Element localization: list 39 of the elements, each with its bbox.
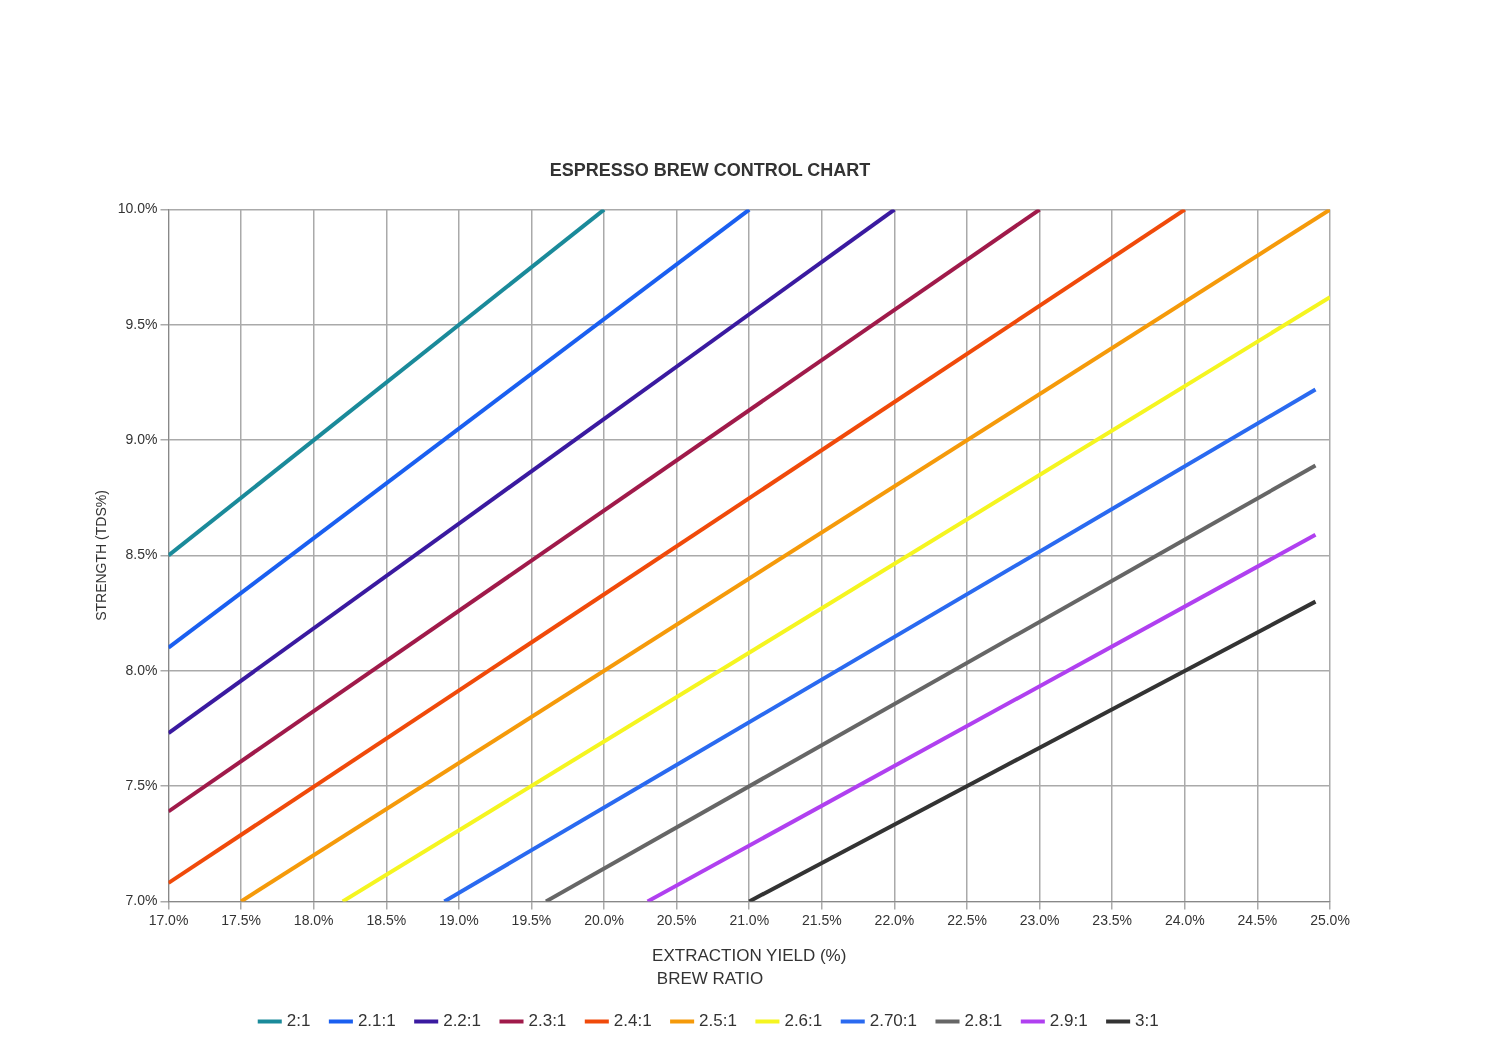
legend-label: 2.9:1 bbox=[1049, 1011, 1088, 1031]
x-tick-label: 17.5% bbox=[221, 911, 261, 928]
x-tick-label: 22.0% bbox=[874, 911, 915, 928]
x-tick-label: 24.0% bbox=[1164, 911, 1205, 928]
x-tick-label: 21.5% bbox=[801, 911, 842, 928]
y-tick-label: 8.0% bbox=[125, 661, 158, 678]
y-tick-label: 10.0% bbox=[117, 200, 158, 217]
legend-label: 2.8:1 bbox=[964, 1011, 1003, 1031]
legend-label: 2.6:1 bbox=[784, 1011, 823, 1031]
legend-label: 2.70:1 bbox=[869, 1011, 917, 1031]
legend-label: 3:1 bbox=[1135, 1011, 1159, 1031]
y-tick-label: 7.5% bbox=[125, 776, 158, 793]
x-tick-label: 23.0% bbox=[1019, 911, 1060, 928]
x-tick-label: 21.0% bbox=[729, 911, 770, 928]
x-tick-label: 18.5% bbox=[366, 911, 407, 928]
legend-label: 2:1 bbox=[286, 1011, 311, 1031]
x-tick-label: 20.5% bbox=[656, 911, 697, 928]
x-tick-label: 17.0% bbox=[148, 911, 189, 928]
legend-label: 2.5:1 bbox=[699, 1011, 737, 1031]
legend-label: 2.3:1 bbox=[528, 1011, 567, 1031]
x-tick-label: 25.0% bbox=[1310, 911, 1350, 928]
legend-title: BREW RATIO bbox=[656, 968, 764, 988]
x-tick-label: 19.0% bbox=[439, 911, 479, 928]
x-axis-title: EXTRACTION YIELD (%) bbox=[652, 946, 847, 966]
legend-label: 2.1:1 bbox=[357, 1011, 396, 1031]
y-tick-label: 7.0% bbox=[125, 892, 158, 909]
y-axis-title: STRENGTH (TDS%) bbox=[93, 490, 110, 621]
y-tick-label: 9.0% bbox=[125, 431, 158, 448]
legend-label: 2.4:1 bbox=[613, 1011, 652, 1031]
x-tick-label: 20.0% bbox=[584, 911, 624, 928]
x-tick-label: 24.5% bbox=[1237, 911, 1278, 928]
x-tick-label: 18.0% bbox=[293, 911, 334, 928]
y-tick-label: 9.5% bbox=[125, 315, 158, 332]
y-tick-label: 8.5% bbox=[125, 546, 158, 563]
x-tick-label: 23.5% bbox=[1092, 911, 1133, 928]
chart-title: ESPRESSO BREW CONTROL CHART bbox=[549, 159, 871, 180]
x-tick-label: 22.5% bbox=[947, 911, 987, 928]
x-tick-label: 19.5% bbox=[511, 911, 552, 928]
legend-label: 2.2:1 bbox=[443, 1011, 481, 1031]
